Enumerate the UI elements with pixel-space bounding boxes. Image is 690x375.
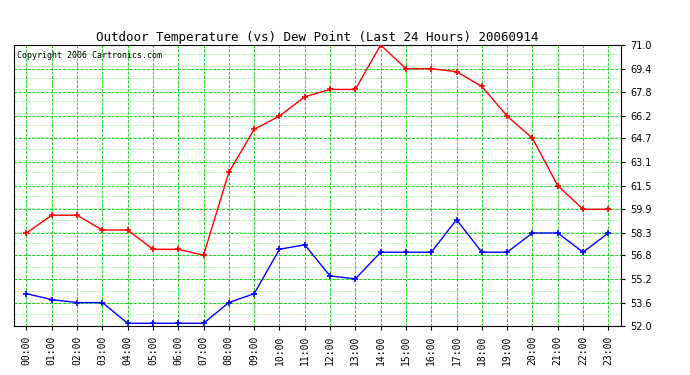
Text: Copyright 2006 Cartronics.com: Copyright 2006 Cartronics.com [17, 51, 162, 60]
Title: Outdoor Temperature (vs) Dew Point (Last 24 Hours) 20060914: Outdoor Temperature (vs) Dew Point (Last… [96, 31, 539, 44]
